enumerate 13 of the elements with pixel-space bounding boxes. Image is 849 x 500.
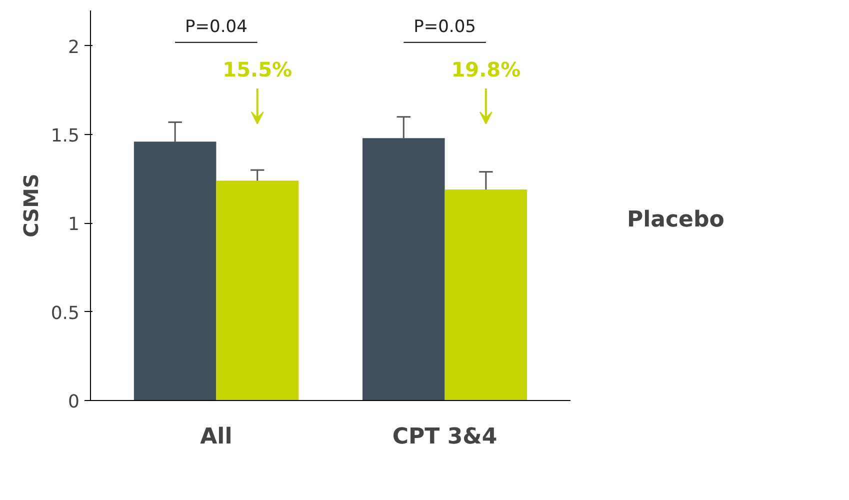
annotation: P=0.05	[414, 17, 476, 38]
x-tick-label: CPT 3&4	[392, 424, 498, 450]
y-axis-title: CSMS	[18, 174, 43, 238]
annotation: P=0.04	[185, 17, 248, 38]
y-tick-label: 2	[68, 36, 80, 58]
y-tick-label: 0.5	[50, 302, 80, 324]
annotation: 15.5%	[222, 57, 292, 82]
x-tick-label: All	[200, 424, 232, 450]
text: Placebo	[627, 208, 724, 232]
y-tick-label: 1	[68, 214, 80, 236]
y-tick-label: 1.5	[50, 126, 80, 147]
annotation: 19.8%	[451, 57, 521, 82]
y-tick-label: 0	[68, 392, 80, 412]
